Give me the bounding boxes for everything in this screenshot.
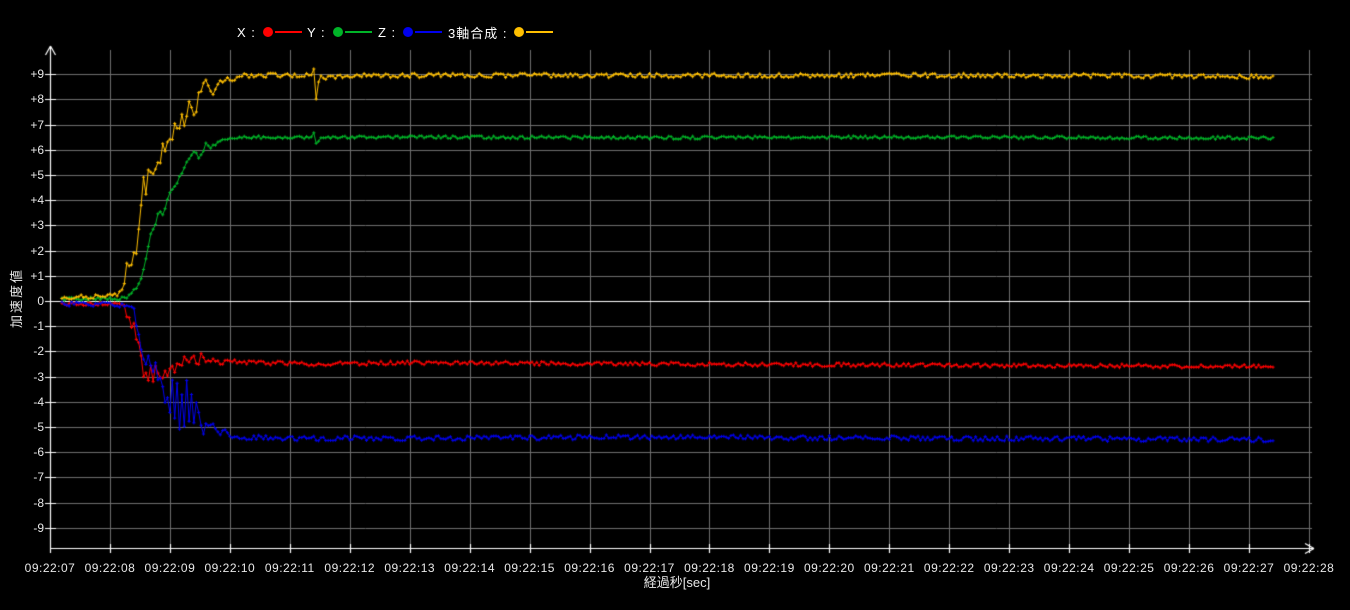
y-tick-label: -2 <box>33 344 44 359</box>
x-tick-label: 09:22:25 <box>1103 561 1155 575</box>
legend-item-y: Y : <box>307 24 372 40</box>
y-tick-label: -8 <box>33 495 44 510</box>
x-tick-label: 09:22:27 <box>1223 561 1275 575</box>
composite-series-line-icon <box>526 31 554 33</box>
x-tick-label: 09:22:12 <box>324 561 376 575</box>
x-tick-label: 09:22:09 <box>144 561 196 575</box>
y-tick-label: 0 <box>37 294 44 308</box>
z-series-line-icon <box>415 31 443 33</box>
x-axis-title: 経過秒[sec] <box>643 575 711 590</box>
z-series-marker-icon <box>403 27 414 37</box>
x-tick-label: 09:22:26 <box>1163 561 1215 575</box>
composite-series-marker-icon <box>514 27 525 37</box>
x-tick-label: 09:22:19 <box>744 561 795 575</box>
y-tick-label: -6 <box>33 445 44 460</box>
x-tick-label: 09:22:18 <box>684 561 735 575</box>
x-tick-label: 09:22:23 <box>983 561 1035 575</box>
y-tick-label: +7 <box>30 117 44 132</box>
y-tick-label: +6 <box>30 142 44 157</box>
legend-label-composite: 3軸合成 : <box>448 25 508 41</box>
legend-item-z: Z : <box>378 24 443 40</box>
y-tick-label: +4 <box>30 193 44 208</box>
y-series-line-icon <box>344 31 372 33</box>
y-tick-label: +1 <box>30 268 44 283</box>
chart-legend: X : Y : Z : 3軸合成 : <box>0 24 1350 44</box>
x-tick-label: 09:22:08 <box>84 561 136 575</box>
legend-label-z: Z : <box>378 24 397 40</box>
x-tick-label: 09:22:21 <box>863 561 915 575</box>
y-tick-label: -9 <box>33 520 44 535</box>
x-tick-label: 09:22:11 <box>264 561 315 575</box>
y-tick-label: -7 <box>33 470 44 485</box>
x-tick-label: 09:22:16 <box>564 561 615 575</box>
y-tick-label: +5 <box>30 168 44 182</box>
y-tick-label: +9 <box>30 67 44 82</box>
legend-item-composite: 3軸合成 : <box>448 24 554 41</box>
x-tick-label: 09:22:07 <box>24 561 76 575</box>
y-series-marker-icon <box>332 27 343 37</box>
legend-label-y: Y : <box>307 24 326 40</box>
y-tick-label: +3 <box>30 218 44 233</box>
x-series-line-icon <box>274 31 302 33</box>
x-series-marker-icon <box>262 27 273 37</box>
y-tick-label: +2 <box>30 243 44 258</box>
y-tick-label: -4 <box>33 394 44 409</box>
x-tick-label: 09:22:28 <box>1283 561 1335 575</box>
legend-label-x: X : <box>237 24 256 40</box>
y-tick-label: +8 <box>30 92 44 107</box>
x-tick-label: 09:22:20 <box>803 561 855 575</box>
x-tick-label: 09:22:24 <box>1043 561 1095 575</box>
x-tick-label: 09:22:10 <box>204 561 256 575</box>
x-tick-label: 09:22:17 <box>624 561 675 575</box>
y-tick-label: -1 <box>33 319 44 334</box>
legend-item-x: X : <box>237 24 302 40</box>
y-tick-label: -5 <box>33 420 44 434</box>
x-tick-label: 09:22:15 <box>504 561 555 575</box>
x-tick-label: 09:22:22 <box>923 561 975 575</box>
x-tick-label: 09:22:14 <box>444 561 495 575</box>
x-tick-label: 09:22:13 <box>384 561 436 575</box>
y-tick-label: -3 <box>33 369 44 384</box>
